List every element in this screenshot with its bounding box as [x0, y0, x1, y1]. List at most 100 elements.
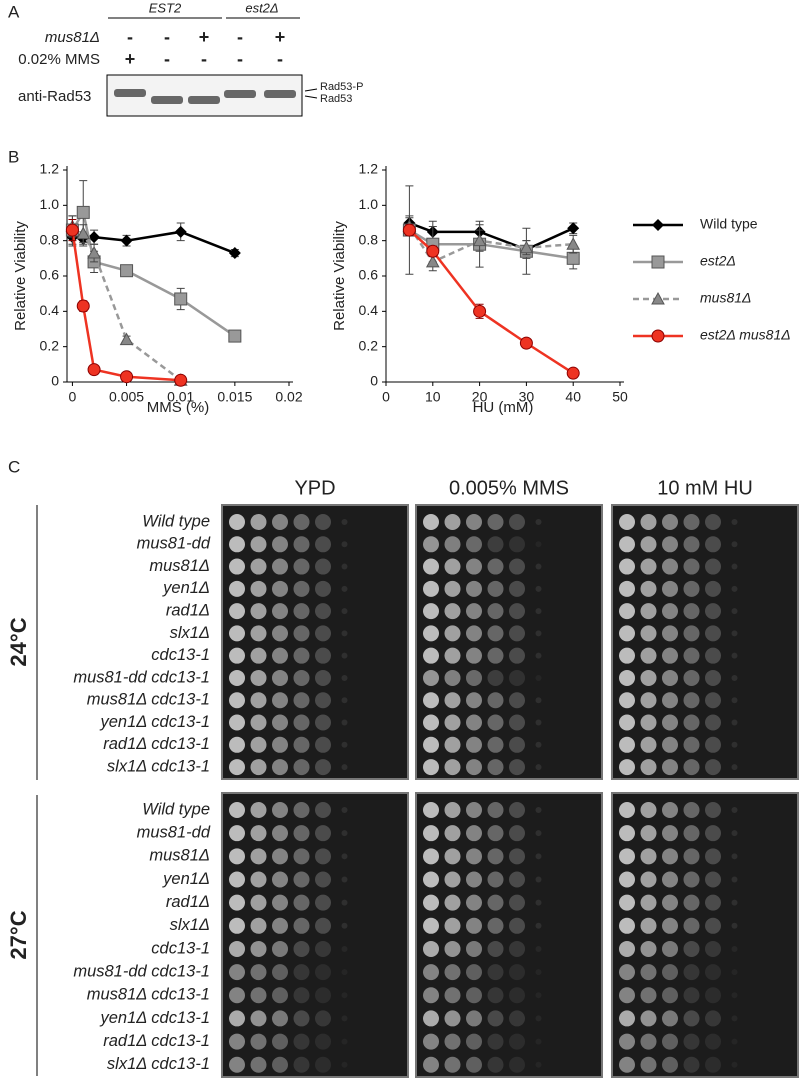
- spot: [731, 652, 738, 659]
- spot: [423, 848, 439, 865]
- spot: [250, 848, 267, 865]
- y-tick-label: 1.0: [40, 196, 60, 212]
- spot: [341, 807, 348, 813]
- spot: [229, 580, 245, 597]
- spot: [444, 894, 461, 911]
- band: [188, 96, 220, 104]
- spot: [250, 917, 267, 934]
- spot: [662, 940, 678, 957]
- spot: [466, 848, 482, 865]
- spot: [662, 1033, 678, 1050]
- spot: [423, 759, 439, 776]
- spot: [509, 603, 525, 620]
- spot: [250, 714, 267, 731]
- spot: [423, 1056, 439, 1073]
- strain-label: mus81Δ: [149, 847, 210, 865]
- spot: [487, 736, 504, 753]
- spot: [731, 1061, 738, 1068]
- spot: [423, 802, 439, 818]
- y-tick-label: 0: [370, 373, 378, 389]
- spot: [315, 825, 331, 842]
- spot: [619, 736, 635, 753]
- spot: [229, 802, 245, 818]
- spot: [315, 987, 331, 1004]
- spot: [466, 1056, 482, 1073]
- spot: [535, 764, 542, 771]
- spot: [250, 987, 267, 1004]
- spot: [229, 759, 245, 776]
- spot: [444, 580, 461, 597]
- plate: [221, 504, 409, 780]
- spot: [466, 625, 482, 642]
- spot: [662, 692, 678, 709]
- spot: [619, 647, 635, 664]
- marker: [87, 245, 101, 259]
- temperature-label: 27°C: [6, 910, 31, 959]
- spot: [683, 1033, 700, 1050]
- spot: [705, 580, 721, 597]
- marker: [76, 205, 90, 219]
- spot: [509, 558, 525, 575]
- spot: [535, 541, 542, 548]
- spot: [731, 992, 738, 999]
- group-label: EST2: [149, 0, 182, 15]
- spot: [229, 558, 245, 575]
- spot: [423, 736, 439, 753]
- spot: [293, 580, 310, 597]
- spot: [293, 692, 310, 709]
- x-tick-label: 0: [382, 389, 390, 405]
- spot: [640, 603, 657, 620]
- spot: [466, 894, 482, 911]
- spot: [272, 759, 288, 776]
- spot: [662, 736, 678, 753]
- strain-label: mus81-dd: [137, 535, 211, 553]
- spot: [509, 871, 525, 888]
- spot: [535, 630, 542, 637]
- spot: [229, 964, 245, 981]
- spot: [705, 802, 721, 818]
- marker: [426, 244, 440, 258]
- spot: [662, 964, 678, 981]
- spot: [662, 514, 678, 530]
- marker: [174, 373, 188, 387]
- spot: [619, 714, 635, 731]
- spot: [466, 692, 482, 709]
- y-tick-label: 0.2: [40, 337, 60, 353]
- spot: [705, 825, 721, 842]
- spot: [731, 807, 738, 813]
- spot: [640, 1010, 657, 1027]
- x-tick-label: 0.005: [109, 389, 144, 405]
- spot: [662, 917, 678, 934]
- spot: [229, 692, 245, 709]
- spot: [250, 669, 267, 686]
- marker: [472, 233, 487, 247]
- marker: [651, 255, 665, 269]
- spot: [509, 714, 525, 731]
- spot: [466, 514, 482, 530]
- spot: [509, 987, 525, 1004]
- spot: [640, 692, 657, 709]
- spot: [487, 514, 504, 530]
- strain-label: slx1Δ cdc13-1: [107, 757, 210, 775]
- panel-label: A: [8, 2, 20, 21]
- spot: [293, 558, 310, 575]
- y-tick-label: 0.8: [359, 231, 379, 247]
- spot: [466, 917, 482, 934]
- spot: [619, 848, 635, 865]
- marker: [651, 329, 665, 343]
- spot: [423, 964, 439, 981]
- spot: [466, 603, 482, 620]
- spot: [619, 603, 635, 620]
- spot: [535, 992, 542, 999]
- marker: [651, 291, 665, 305]
- spot: [731, 876, 738, 883]
- spot: [466, 536, 482, 553]
- spot: [705, 692, 721, 709]
- spot: [229, 848, 245, 865]
- spot: [315, 848, 331, 865]
- spot: [466, 1033, 482, 1050]
- y-tick-label: 0.8: [40, 231, 60, 247]
- legend-label: mus81Δ: [700, 290, 751, 306]
- spot: [444, 647, 461, 664]
- spot: [341, 652, 348, 659]
